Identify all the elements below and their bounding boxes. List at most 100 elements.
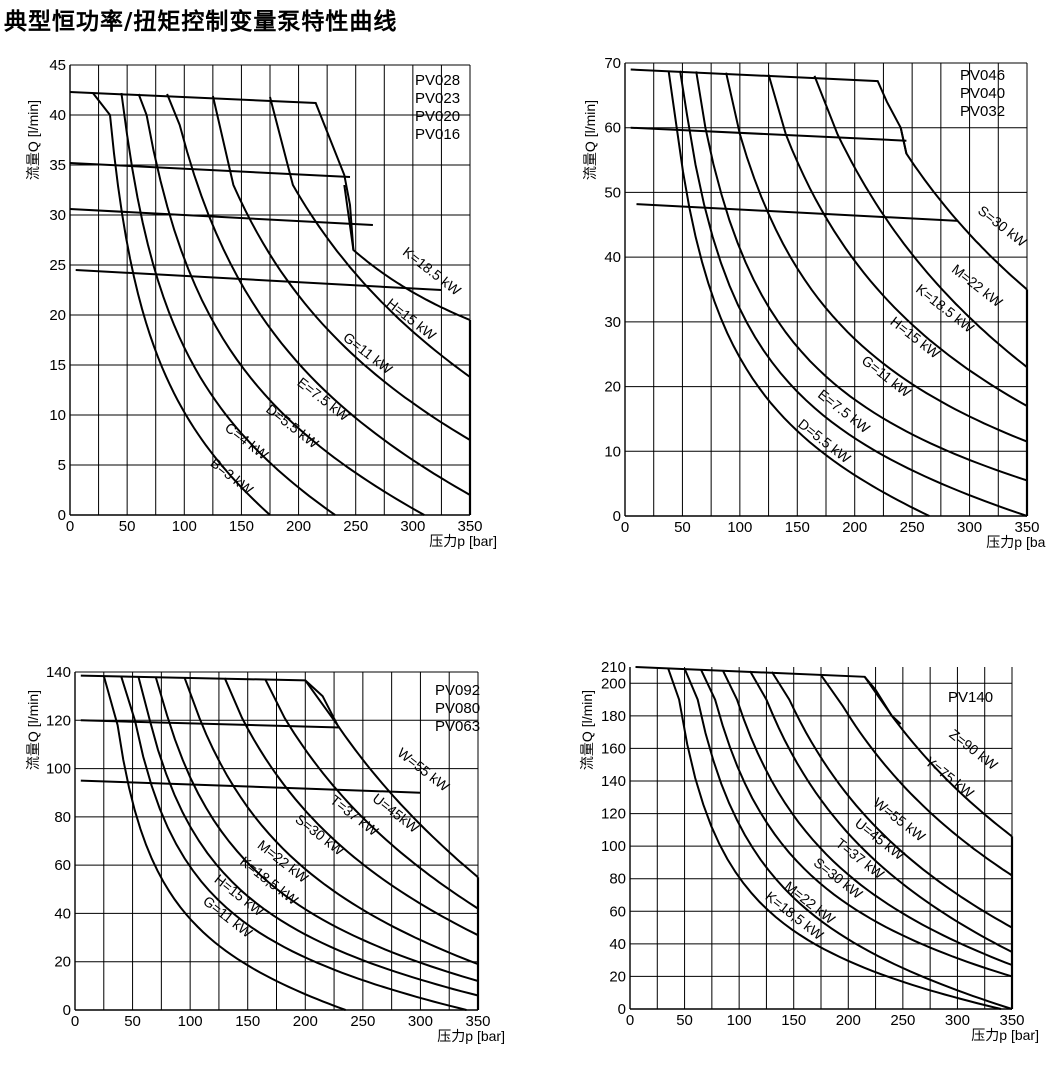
curve-label: E=7.5 kW [294,374,353,425]
x-tick-label: 100 [727,519,752,536]
power-curve [137,676,479,997]
x-tick-label: 0 [626,1012,634,1029]
power-curve [863,676,1013,838]
power-curve [749,670,1013,953]
y-tick-label: 0 [63,1002,71,1019]
curve-label: M=22 kW [949,261,1006,311]
max-flow-line-pv063 [80,779,421,794]
x-tick-label: 200 [842,519,867,536]
x-tick-label: 50 [119,518,136,535]
x-tick-label: 300 [945,1012,970,1029]
x-tick-label: 50 [676,1012,693,1029]
power-curve [771,671,1013,929]
x-axis-label: 压力p [bar] [437,1028,505,1044]
x-tick-label: 150 [235,1013,260,1030]
y-tick-label: 0 [618,1001,626,1018]
curve-label: K=18.5 kW [913,281,978,336]
model-name: PV092 [435,682,480,699]
model-name: PV080 [435,700,480,717]
x-tick-label: 350 [999,1012,1024,1029]
max-flow-line-pv080 [80,719,340,729]
y-axis-label: 流量Q [l/min] [25,100,41,180]
y-tick-label: 35 [49,157,66,174]
curve-label: S=30 kW [292,811,348,859]
y-tick-label: 20 [604,379,621,396]
y-tick-label: 120 [46,712,71,729]
y-tick-label: 140 [601,773,626,790]
power-curve [343,184,471,321]
power-curve [269,96,471,378]
y-tick-label: 10 [604,443,621,460]
power-curve [264,678,479,910]
y-tick-label: 60 [54,857,71,874]
chart-pv028-pv016: 0 50 100 150 200 250 300 350 0 5 10 15 20 25 30 35 40 45 压… [25,57,497,549]
x-tick-label: 50 [124,1013,141,1030]
x-tick-label: 150 [781,1012,806,1029]
power-curve [166,93,471,496]
y-tick-label: 50 [604,184,621,201]
x-tick-label: 200 [836,1012,861,1029]
power-curve [695,71,1028,482]
curve-label: G=11 kW [859,352,915,401]
y-tick-label: 25 [49,257,66,274]
x-tick-label: 300 [408,1013,433,1030]
y-tick-label: 40 [604,249,621,266]
curve-label: D=5.5 kW [795,416,854,467]
x-axis-label: 压力p [bar] [971,1027,1039,1043]
power-curve [820,674,1013,877]
x-tick-label: 350 [457,518,482,535]
x-tick-label: 0 [71,1013,79,1030]
power-curve [223,677,479,937]
model-name: PV046 [960,67,1005,84]
y-tick-label: 100 [601,838,626,855]
y-tick-label: 120 [601,806,626,823]
y-tick-label: 30 [604,314,621,331]
curve-label: C=4 kW [222,419,272,463]
max-flow-line-pv023 [69,162,351,178]
x-tick-label: 200 [286,518,311,535]
y-tick-label: 60 [609,903,626,920]
page-title: 典型恒功率/扭矩控制变量泵特性曲线 [4,9,398,35]
model-name: PV063 [435,718,480,735]
model-name: PV140 [948,689,993,706]
y-tick-label: 0 [613,508,621,525]
x-axis-label: 压力p [bar] [429,533,497,549]
max-flow-line-pv016 [75,269,442,291]
x-tick-label: 150 [229,518,254,535]
y-tick-label: 200 [601,675,626,692]
x-tick-label: 300 [957,519,982,536]
y-tick-label: 100 [46,761,71,778]
power-curve [683,668,1013,1010]
power-curve [304,679,479,878]
y-tick-label: 20 [609,968,626,985]
y-tick-label: 0 [58,507,66,524]
chart-pv140: 0 50 100 150 200 250 300 350 0 20 40 60 80 100 120 140 1… [579,659,1039,1043]
power-curve [120,675,467,1011]
grid [625,62,1028,516]
y-tick-label: 160 [601,740,626,757]
max-flow-line-pv028 [69,91,355,251]
x-tick-label: 350 [1014,519,1039,536]
model-name: PV040 [960,85,1005,102]
power-curve [120,92,336,516]
x-tick-label: 350 [465,1013,490,1030]
y-tick-label: 70 [604,55,621,72]
model-name: PV016 [415,126,460,143]
x-tick-label: 200 [293,1013,318,1030]
x-tick-label: 250 [900,519,925,536]
y-tick-label: 180 [601,708,626,725]
y-tick-label: 15 [49,357,66,374]
y-tick-label: 80 [609,871,626,888]
power-curve [102,675,346,1011]
grid [630,667,1013,1009]
x-tick-label: 100 [178,1013,203,1030]
model-name: PV023 [415,90,460,107]
model-name: PV032 [960,103,1005,120]
grid [75,671,479,1010]
power-curve [667,668,1002,1010]
curve-label: G=11 kW [340,329,396,378]
y-tick-label: 20 [49,307,66,324]
y-tick-label: 20 [54,954,71,971]
y-tick-label: 10 [49,407,66,424]
power-curve [813,75,1028,368]
